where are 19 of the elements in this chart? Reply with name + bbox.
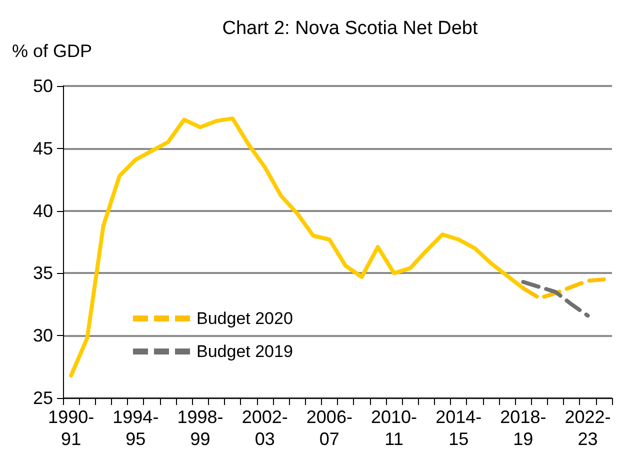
- x-tick-label: 2006-07: [306, 407, 352, 449]
- chart-title: Chart 2: Nova Scotia Net Debt: [222, 18, 478, 39]
- x-tick-label: 2014-15: [436, 407, 482, 449]
- y-axis-title: % of GDP: [12, 41, 92, 61]
- y-tick-label: 40: [32, 200, 53, 221]
- y-tick-label: 35: [32, 263, 53, 284]
- x-tick-label: 2002-03: [242, 407, 288, 449]
- y-tick-label: 30: [32, 326, 53, 346]
- x-tick-label: 1998-99: [177, 407, 224, 449]
- legend-label: Budget 2019: [196, 342, 293, 361]
- x-tick-label: 2010-11: [370, 407, 418, 449]
- x-tick-label: 1994-95: [112, 407, 159, 449]
- y-tick-label: 25: [32, 388, 53, 408]
- legend-label: Budget 2020: [196, 309, 293, 328]
- x-tick-label: 2018-19: [500, 407, 546, 449]
- x-tick-label: 2022-23: [564, 407, 611, 449]
- y-tick-label: 45: [32, 138, 53, 158]
- y-tick-label: 50: [32, 76, 53, 96]
- x-tick-label: 1990-91: [48, 407, 94, 449]
